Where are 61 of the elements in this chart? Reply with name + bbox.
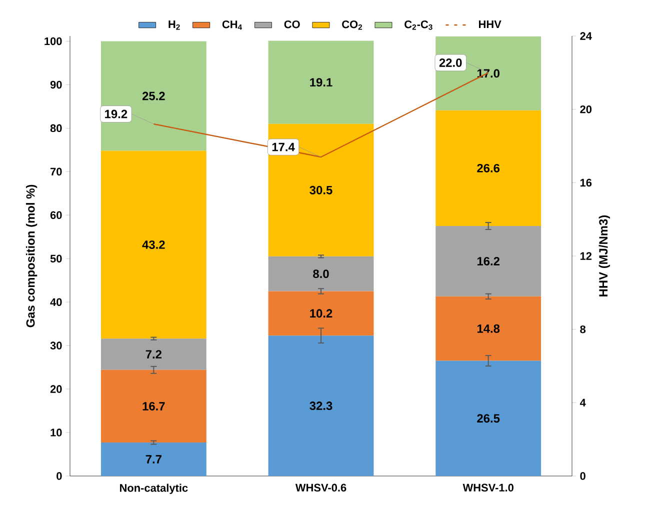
data-label: 19.2 bbox=[105, 110, 128, 118]
data-label: 30.5 bbox=[310, 186, 332, 194]
y-axis-title: Gas composition (mol %) bbox=[26, 184, 38, 328]
bar bbox=[436, 110, 542, 226]
data-label: 25.2 bbox=[142, 92, 165, 100]
bar bbox=[100, 338, 206, 370]
y2-tick-label: 16 bbox=[580, 178, 592, 187]
legend-label: HHV bbox=[478, 20, 502, 28]
y-tick-label: 60 bbox=[50, 211, 62, 220]
y-tick-label: 30 bbox=[50, 342, 62, 350]
data-label: 16.2 bbox=[477, 256, 500, 266]
y2-tick-label: 12 bbox=[580, 252, 592, 260]
data-label: 26.6 bbox=[477, 164, 500, 172]
y2-axis-title: HHV (MJ/Nm3) bbox=[598, 215, 610, 296]
data-label: 43.2 bbox=[142, 240, 165, 249]
x-tick-label: WHSV-1.0 bbox=[462, 484, 514, 492]
data-label: 19.1 bbox=[310, 78, 332, 87]
bar bbox=[100, 442, 206, 476]
y-tick-label: 50 bbox=[50, 254, 62, 262]
legend-label: H$_{2}$ bbox=[168, 20, 180, 30]
data-label: 10.2 bbox=[310, 309, 332, 318]
legend-label: CO$_{2}$ bbox=[342, 20, 362, 30]
data-label: 8.0 bbox=[313, 270, 329, 278]
data-label: 26.5 bbox=[477, 414, 500, 423]
x-tick-label: Non-catalytic bbox=[120, 484, 188, 494]
legend-label: CO bbox=[284, 20, 300, 28]
y-tick-label: 90 bbox=[50, 80, 62, 89]
bar bbox=[100, 370, 206, 443]
bar bbox=[100, 41, 206, 151]
y2-tick-label: 24 bbox=[580, 32, 592, 40]
bar bbox=[436, 296, 542, 361]
data-label: 7.2 bbox=[146, 350, 162, 358]
data-label: 32.3 bbox=[310, 402, 332, 410]
bar bbox=[436, 226, 542, 296]
data-label: 16.7 bbox=[142, 402, 165, 410]
y-tick-label: 20 bbox=[50, 385, 62, 393]
y2-tick-label: 0 bbox=[580, 472, 586, 480]
y2-tick-label: 8 bbox=[580, 325, 586, 334]
y-tick-label: 40 bbox=[50, 298, 62, 306]
data-label: 7.7 bbox=[146, 455, 162, 464]
legend-label: C$_{2}$-C$_{3}$ bbox=[404, 20, 432, 30]
y-tick-label: 80 bbox=[50, 124, 62, 132]
y-tick-label: 10 bbox=[50, 428, 62, 436]
data-label: 14.8 bbox=[477, 324, 500, 333]
bar bbox=[268, 40, 374, 124]
y2-tick-label: 4 bbox=[580, 398, 586, 406]
x-tick-label: WHSV-0.6 bbox=[295, 484, 346, 492]
bar bbox=[268, 291, 374, 336]
data-label: 17.4 bbox=[272, 142, 295, 152]
bar bbox=[268, 336, 374, 476]
legend-label: CH$_{4}$ bbox=[222, 20, 242, 30]
bar bbox=[268, 256, 374, 292]
bar bbox=[436, 360, 542, 476]
data-label: 22.0 bbox=[439, 58, 462, 67]
y2-tick-label: 20 bbox=[580, 105, 592, 114]
bar bbox=[268, 124, 374, 256]
y-tick-label: 100 bbox=[44, 37, 62, 46]
y-tick-label: 70 bbox=[50, 168, 62, 176]
bar bbox=[436, 36, 542, 110]
bar bbox=[100, 150, 206, 339]
y-tick-label: 0 bbox=[56, 472, 62, 480]
